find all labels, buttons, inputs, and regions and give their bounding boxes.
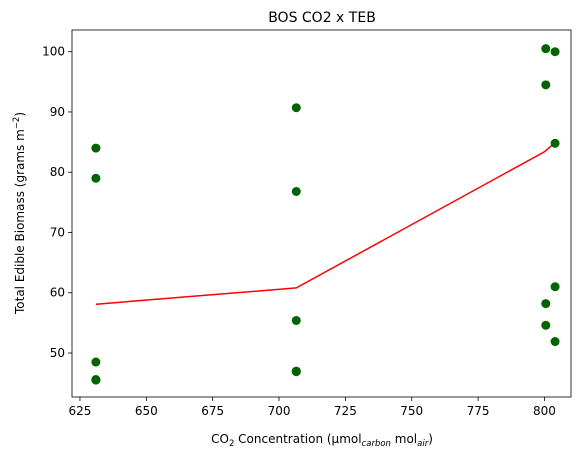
- y-axis-label-part: Total Edible Biomass (grams m: [13, 129, 27, 315]
- scatter-point: [541, 80, 551, 90]
- x-axis-label-part: ): [428, 432, 433, 446]
- x-tick-label: 775: [467, 404, 490, 418]
- y-tick-label: 70: [50, 225, 65, 239]
- plot-frame: [71, 29, 572, 398]
- x-axis: 625 650 675 700 725 750 775 800: [69, 397, 556, 418]
- x-axis-label-part: mol: [391, 432, 417, 446]
- scatter-point: [541, 44, 551, 54]
- x-tick-label: 725: [334, 404, 357, 418]
- scatter-point: [541, 299, 551, 309]
- trend-line: [95, 142, 556, 305]
- x-axis-label-subscript: air: [417, 439, 429, 449]
- scatter-point: [91, 173, 101, 183]
- scatter-point: [291, 315, 301, 325]
- y-tick-label: 50: [50, 346, 65, 360]
- x-axis-label-subscript: 2: [229, 439, 234, 449]
- scatter-point: [550, 47, 560, 57]
- plot-area: [91, 44, 560, 385]
- y-axis-label-part: ): [13, 112, 27, 117]
- x-axis-label-part: Concentration (µmol: [234, 432, 361, 446]
- scatter-point: [550, 337, 560, 347]
- scatter-point: [291, 187, 301, 197]
- x-axis-label: CO2 Concentration (µmolcarbon molair): [211, 432, 433, 449]
- y-axis-label: Total Edible Biomass (grams m−2): [12, 112, 27, 315]
- scatter-point: [91, 357, 101, 367]
- y-tick-label: 80: [50, 165, 65, 179]
- x-axis-label-subscript: carbon: [362, 439, 391, 449]
- y-tick-label: 90: [50, 105, 65, 119]
- chart-title: BOS CO2 x TEB: [268, 10, 376, 26]
- y-axis: 50 60 70 80 90 100: [42, 45, 72, 360]
- scatter-point: [550, 138, 560, 148]
- x-tick-label: 750: [400, 404, 423, 418]
- x-tick-label: 800: [533, 404, 556, 418]
- y-tick-label: 100: [42, 45, 65, 59]
- y-tick-label: 60: [50, 286, 65, 300]
- x-tick-label: 650: [135, 404, 158, 418]
- x-tick-label: 675: [201, 404, 224, 418]
- scatter-point: [91, 375, 101, 385]
- scatter-point: [291, 103, 301, 113]
- x-axis-label-part: CO: [211, 432, 229, 446]
- x-tick-label: 625: [69, 404, 92, 418]
- x-tick-label: 700: [268, 404, 291, 418]
- scatter-point: [550, 282, 560, 292]
- y-axis-label-superscript: −2: [12, 117, 22, 130]
- scatter-point: [291, 367, 301, 377]
- scatter-point: [91, 143, 101, 153]
- scatter-point: [541, 320, 551, 330]
